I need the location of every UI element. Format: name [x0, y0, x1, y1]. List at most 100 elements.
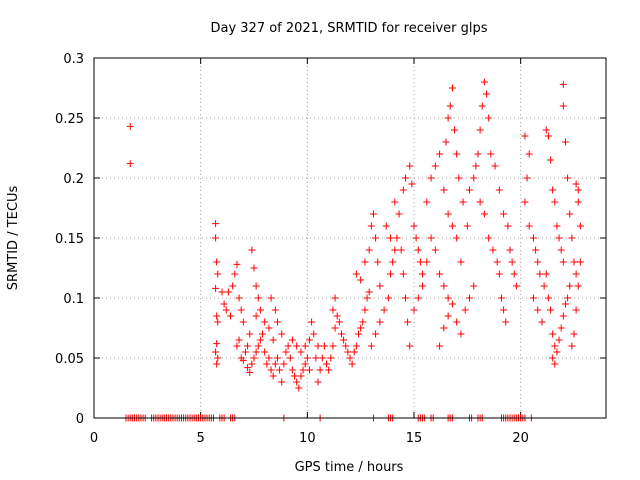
data-point: [365, 246, 373, 254]
data-point: [273, 318, 281, 326]
data-point: [576, 222, 584, 230]
data-point: [408, 180, 416, 188]
data-point: [397, 246, 405, 254]
data-point: [233, 342, 241, 350]
tick-layer: 0 5 10 15 20 0 0.05 0.1 0.15 0.2 0.25 0.3: [55, 52, 606, 446]
data-point: [393, 234, 401, 242]
data-point: [387, 234, 395, 242]
data-point: [250, 354, 258, 362]
data-point: [453, 234, 461, 242]
data-point: [214, 270, 222, 278]
data-point: [346, 354, 354, 362]
data-point: [547, 156, 555, 164]
data-point: [559, 80, 567, 88]
data-point: [361, 258, 369, 266]
data-point: [248, 360, 256, 368]
data-point: [297, 372, 305, 380]
data-point: [288, 336, 296, 344]
data-point: [427, 234, 435, 242]
data-point: [361, 306, 369, 314]
data-point: [444, 312, 452, 320]
data-point: [316, 366, 324, 374]
data-point: [263, 360, 271, 368]
data-point: [549, 186, 557, 194]
data-point: [574, 186, 582, 194]
data-point: [472, 162, 480, 170]
data-point: [442, 138, 450, 146]
data-point: [295, 384, 303, 392]
data-point: [448, 300, 456, 308]
data-point: [451, 126, 459, 134]
data-point: [293, 378, 301, 386]
data-point: [455, 174, 463, 182]
data-point: [440, 186, 448, 194]
plot-frame: [93, 57, 607, 419]
data-point: [265, 324, 273, 332]
data-point: [314, 342, 322, 350]
data-point: [495, 270, 503, 278]
data-point: [444, 114, 452, 122]
data-point: [259, 330, 267, 338]
data-point: [372, 330, 380, 338]
y-tick-label: 0.25: [55, 112, 84, 127]
data-point: [551, 342, 559, 350]
data-point: [323, 360, 331, 368]
data-point: [265, 354, 273, 362]
data-point: [382, 222, 390, 230]
data-point: [252, 312, 260, 320]
data-point: [325, 366, 333, 374]
data-point: [508, 258, 516, 266]
data-point: [237, 306, 245, 314]
data-point: [399, 270, 407, 278]
data-point: [561, 138, 569, 146]
data-point: [568, 234, 576, 242]
data-point: [329, 306, 337, 314]
data-point: [305, 336, 313, 344]
data-point: [410, 306, 418, 314]
data-point: [312, 354, 320, 362]
data-point: [485, 114, 493, 122]
data-point: [352, 342, 360, 350]
data-point: [557, 246, 565, 254]
data-point: [254, 294, 262, 302]
data-point: [288, 366, 296, 374]
data-point: [459, 198, 467, 206]
data-point: [355, 330, 363, 338]
data-point: [329, 342, 337, 350]
data-point: [344, 348, 352, 356]
data-point: [461, 306, 469, 314]
data-point: [457, 330, 465, 338]
data-point: [212, 348, 220, 356]
data-point: [532, 246, 540, 254]
data-point: [410, 222, 418, 230]
data-point: [440, 324, 448, 332]
data-point: [525, 222, 533, 230]
data-point: [470, 282, 478, 290]
data-point: [566, 210, 574, 218]
data-point: [423, 258, 431, 266]
data-point: [254, 342, 262, 350]
data-point: [474, 150, 482, 158]
y-tick-label: 0: [76, 412, 84, 427]
data-point: [504, 222, 512, 230]
data-point: [559, 312, 567, 320]
data-point: [493, 258, 501, 266]
data-point: [536, 270, 544, 278]
data-point: [538, 318, 546, 326]
data-point: [416, 258, 424, 266]
data-point: [212, 234, 220, 242]
data-point: [267, 294, 275, 302]
data-point: [566, 282, 574, 290]
data-point: [478, 102, 486, 110]
data-point: [267, 366, 275, 374]
data-point: [391, 246, 399, 254]
data-point: [463, 222, 471, 230]
data-point: [387, 270, 395, 278]
data-point: [549, 354, 557, 362]
data-point: [568, 342, 576, 350]
data-point: [246, 368, 254, 376]
data-point: [465, 294, 473, 302]
data-point: [342, 342, 350, 350]
data-point: [239, 318, 247, 326]
